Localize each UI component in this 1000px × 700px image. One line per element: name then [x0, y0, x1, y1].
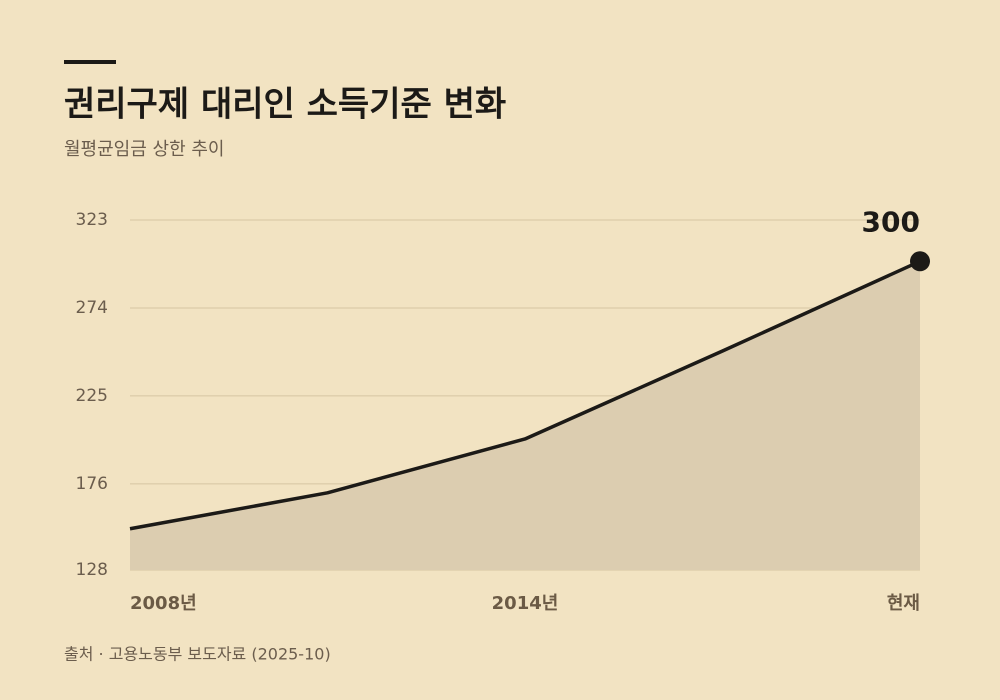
y-tick-label: 274 — [76, 298, 108, 318]
area-fill — [130, 261, 920, 570]
chart-subtitle: 월평균임금 상한 추이 — [64, 139, 224, 160]
end-point — [910, 251, 930, 272]
source-note: 출처 · 고용노동부 보도자료 (2025-10) — [64, 645, 331, 664]
x-tick-label: 2014년 — [492, 593, 559, 614]
y-tick-label: 176 — [76, 474, 108, 494]
line — [129, 259, 921, 531]
data-label: 300 — [862, 205, 920, 238]
chart-title: 권리구제 대리인 소득기준 변화 — [64, 85, 506, 125]
x-tick-label: 현재 — [887, 593, 920, 614]
title-accent — [64, 60, 116, 64]
x-tick-label: 2008년 — [130, 593, 197, 614]
y-tick-label: 225 — [76, 386, 108, 406]
y-tick-label: 128 — [76, 560, 108, 580]
y-tick-label: 323 — [76, 210, 108, 230]
